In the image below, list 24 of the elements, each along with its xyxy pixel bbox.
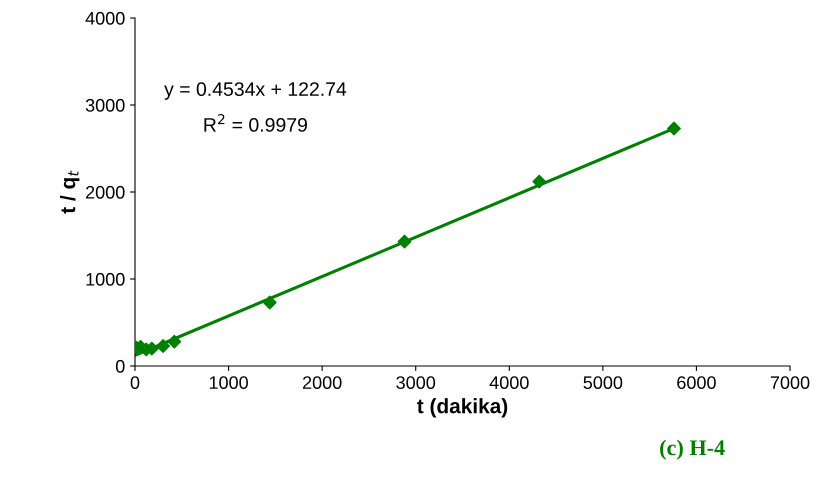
x-tick-label: 6000 bbox=[677, 376, 716, 389]
y-tick-label: 2000 bbox=[86, 186, 125, 199]
y-tick-label: 4000 bbox=[86, 12, 125, 25]
y-tick-label: 1000 bbox=[86, 272, 125, 286]
point bbox=[667, 122, 681, 136]
x-tick-label: 3000 bbox=[396, 376, 436, 389]
annotation: R$^{2}$ = 0.9979 bbox=[204, 114, 307, 132]
y-axis-title: t / q$_{t}$ bbox=[60, 170, 80, 214]
x-tick-label: 1000 bbox=[210, 376, 248, 389]
point bbox=[532, 174, 546, 188]
x-tick-label: 0 bbox=[130, 376, 140, 389]
text: (c) H-4 bbox=[660, 440, 725, 460]
x-tick-label: 4000 bbox=[490, 376, 529, 389]
y-tick-label: 0 bbox=[116, 360, 125, 373]
y-tick-label: 3000 bbox=[86, 98, 125, 112]
annotation: y = 0.4534x + 122.74 bbox=[164, 82, 346, 100]
x-tick-label: 5000 bbox=[584, 376, 622, 389]
point bbox=[156, 339, 170, 353]
x-axis-title: t (dakika) bbox=[417, 398, 508, 418]
point bbox=[398, 234, 412, 248]
point bbox=[167, 334, 182, 349]
point bbox=[262, 296, 277, 310]
x-tick-label: 2000 bbox=[302, 376, 342, 389]
x-tick-label: 7000 bbox=[770, 376, 810, 389]
